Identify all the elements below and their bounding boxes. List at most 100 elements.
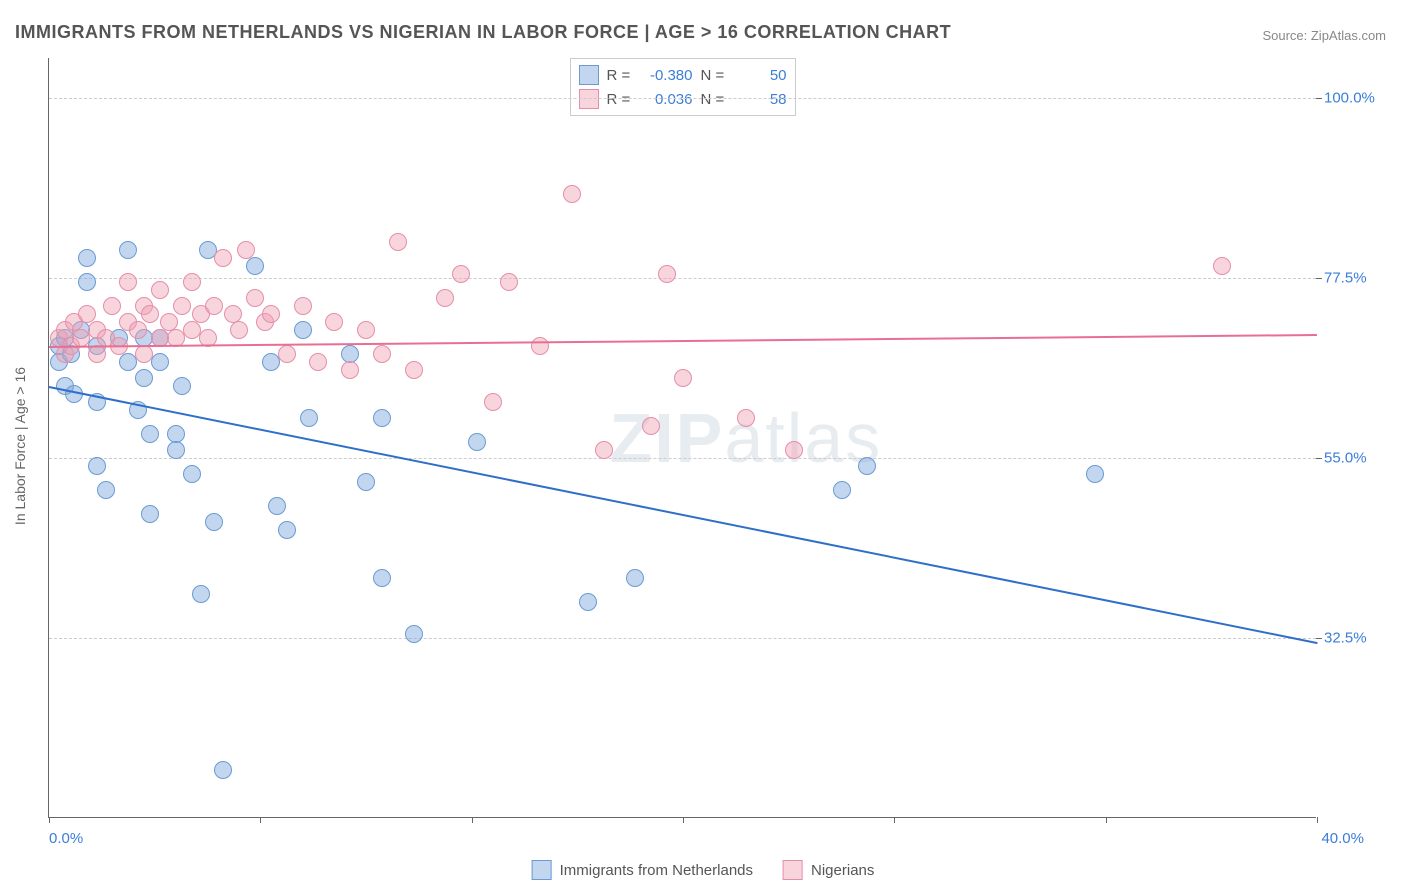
y-axis-label: In Labor Force | Age > 16 — [12, 367, 28, 525]
chart-container: IMMIGRANTS FROM NETHERLANDS VS NIGERIAN … — [0, 0, 1406, 892]
plot-area: ZIPatlas R = -0.380 N = 50 R = 0.036 N =… — [48, 58, 1316, 818]
data-point — [237, 241, 255, 259]
swatch-series2 — [579, 89, 599, 109]
data-point — [141, 505, 159, 523]
tick-mark — [1316, 98, 1322, 99]
data-point — [119, 273, 137, 291]
data-point — [103, 297, 121, 315]
data-point — [141, 305, 159, 323]
x-tick-label: 40.0% — [1321, 830, 1364, 847]
r-value-2: 0.036 — [643, 91, 693, 108]
data-point — [858, 457, 876, 475]
data-point — [452, 265, 470, 283]
data-point — [97, 481, 115, 499]
data-point — [531, 337, 549, 355]
data-point — [579, 593, 597, 611]
data-point — [278, 521, 296, 539]
data-point — [436, 289, 454, 307]
data-point — [151, 281, 169, 299]
data-point — [214, 761, 232, 779]
y-tick-label: 32.5% — [1324, 630, 1404, 647]
data-point — [309, 353, 327, 371]
data-point — [294, 321, 312, 339]
data-point — [389, 233, 407, 251]
r-label-1: R = — [607, 67, 635, 84]
tick-mark — [1106, 817, 1107, 823]
data-point — [737, 409, 755, 427]
tick-mark — [260, 817, 261, 823]
data-point — [1213, 257, 1231, 275]
y-tick-label: 77.5% — [1324, 270, 1404, 287]
data-point — [1086, 465, 1104, 483]
trend-line — [49, 386, 1317, 644]
tick-mark — [472, 817, 473, 823]
data-point — [78, 273, 96, 291]
data-point — [325, 313, 343, 331]
data-point — [294, 297, 312, 315]
data-point — [135, 369, 153, 387]
data-point — [373, 345, 391, 363]
data-point — [468, 433, 486, 451]
data-point — [183, 273, 201, 291]
grid-line-h — [49, 638, 1316, 639]
stats-box: R = -0.380 N = 50 R = 0.036 N = 58 — [570, 58, 796, 116]
data-point — [373, 409, 391, 427]
legend-swatch-1 — [532, 860, 552, 880]
data-point — [484, 393, 502, 411]
tick-mark — [1316, 278, 1322, 279]
legend-item-1: Immigrants from Netherlands — [532, 860, 753, 880]
y-tick-label: 100.0% — [1324, 90, 1404, 107]
tick-mark — [894, 817, 895, 823]
data-point — [230, 321, 248, 339]
data-point — [135, 345, 153, 363]
data-point — [173, 297, 191, 315]
legend-swatch-2 — [783, 860, 803, 880]
data-point — [674, 369, 692, 387]
grid-line-h — [49, 278, 1316, 279]
data-point — [500, 273, 518, 291]
data-point — [595, 441, 613, 459]
data-point — [173, 377, 191, 395]
data-point — [119, 241, 137, 259]
legend-label-2: Nigerians — [811, 862, 874, 879]
data-point — [167, 441, 185, 459]
bottom-legend: Immigrants from Netherlands Nigerians — [532, 860, 875, 880]
watermark-bold: ZIP — [609, 399, 724, 477]
data-point — [357, 321, 375, 339]
data-point — [78, 249, 96, 267]
data-point — [183, 465, 201, 483]
data-point — [373, 569, 391, 587]
x-tick-label: 0.0% — [49, 830, 83, 847]
data-point — [192, 585, 210, 603]
grid-line-h — [49, 458, 1316, 459]
data-point — [833, 481, 851, 499]
data-point — [626, 569, 644, 587]
tick-mark — [683, 817, 684, 823]
data-point — [405, 361, 423, 379]
data-point — [278, 345, 296, 363]
tick-mark — [1316, 638, 1322, 639]
data-point — [129, 321, 147, 339]
stats-row-2: R = 0.036 N = 58 — [579, 87, 787, 111]
data-point — [642, 417, 660, 435]
grid-line-h — [49, 98, 1316, 99]
n-label-1: N = — [701, 67, 729, 84]
tick-mark — [49, 817, 50, 823]
n-label-2: N = — [701, 91, 729, 108]
data-point — [141, 425, 159, 443]
chart-title: IMMIGRANTS FROM NETHERLANDS VS NIGERIAN … — [15, 22, 951, 43]
data-point — [205, 513, 223, 531]
y-tick-label: 55.0% — [1324, 450, 1404, 467]
data-point — [246, 257, 264, 275]
data-point — [88, 345, 106, 363]
data-point — [357, 473, 375, 491]
data-point — [268, 497, 286, 515]
data-point — [246, 289, 264, 307]
tick-mark — [1316, 458, 1322, 459]
data-point — [341, 361, 359, 379]
data-point — [785, 441, 803, 459]
n-value-1: 50 — [737, 67, 787, 84]
data-point — [151, 353, 169, 371]
r-label-2: R = — [607, 91, 635, 108]
data-point — [563, 185, 581, 203]
